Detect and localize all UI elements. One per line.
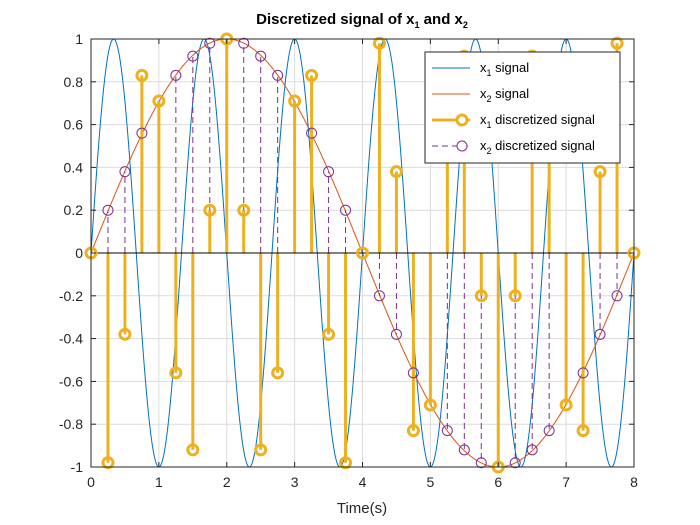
legend-label: x1 signal [480,60,529,78]
y-tick-label: 1 [75,31,83,47]
x2-marker [306,127,318,139]
x1-marker [389,165,403,179]
x2-marker [611,290,623,302]
legend-entry-x1d: x1 discretized signal [432,112,595,130]
x-tick-label: 4 [359,474,367,490]
y-tick-label: 0.4 [64,159,84,175]
x2-marker [526,444,538,456]
x1-marker [186,443,200,457]
x1-marker [271,366,285,380]
x2-marker [170,69,182,81]
y-tick-label: -0.4 [59,331,83,347]
x1-marker [288,94,302,108]
x2-marker [373,290,385,302]
y-tick-label: 0 [75,245,83,261]
x1-marker [508,289,522,303]
x1-marker [372,36,386,50]
x2-marker [272,69,284,81]
x-axis-label: Time(s) [337,500,387,517]
legend-label: x2 discretized signal [480,138,595,156]
x1-marker [322,327,336,341]
x1-marker [593,165,607,179]
legend-entry-x1: x1 signal [432,60,529,78]
y-tick-label: 0.2 [64,202,84,218]
x2-marker [187,50,199,62]
x2-marker [340,204,352,216]
x1-marker [423,398,437,412]
x-tick-label: 6 [494,474,502,490]
x-tick-label: 0 [87,474,95,490]
legend-label: x1 discretized signal [480,112,595,130]
y-tick-label: -0.2 [59,288,83,304]
legend-marker [455,113,469,127]
x2-marker [577,367,589,379]
x2-marker [458,444,470,456]
x-tick-label: 7 [562,474,570,490]
x-tick-label: 8 [630,474,638,490]
x2-marker [102,204,114,216]
x1-marker [169,366,183,380]
y-tick-label: 0.8 [64,74,84,90]
legend-entry-x2: x2 signal [432,86,529,104]
y-tick-label: -1 [71,459,84,475]
x2-marker [255,50,267,62]
x2-marker [119,166,131,178]
legend-label: x2 signal [480,86,529,104]
x1-marker [237,203,251,217]
x2-marker [441,425,453,437]
x-tick-label: 1 [155,474,163,490]
legend-entry-x2d: x2 discretized signal [432,138,595,156]
y-tick-label: -0.8 [59,416,83,432]
x1-marker [135,68,149,82]
x1-marker [406,424,420,438]
ticks: 0 1 2 3 4 5 6 7 8 -1 -0.8 -0.6 -0.4 -0.2 0 0.2 0.4 0.6 0.8… [59,31,638,490]
chart-title: Discretized signal of x1 and x2 [256,11,468,30]
x1-marker [576,424,590,438]
x2-marker [543,425,555,437]
x2-marker [204,37,216,49]
x1-marker [339,456,353,470]
x1-marker [356,246,369,260]
x2-marker [407,367,419,379]
x1-marker [118,327,132,341]
x1-marker [254,443,268,457]
x-tick-label: 5 [426,474,434,490]
x1-marker [559,398,573,412]
x2-marker [594,328,606,340]
x1-marker [152,94,166,108]
x1-marker [203,203,217,217]
x2-marker [509,457,521,469]
x1-marker [474,289,488,303]
legend: x1 signal x2 signal x1 discretized signal x… [424,51,621,164]
x2-marker [136,127,148,139]
x-tick-label: 3 [291,474,299,490]
x-tick-label: 2 [223,474,231,490]
x2-marker [238,37,250,49]
legend-marker [456,140,468,152]
x1-marker [610,36,624,50]
y-tick-label: 0.6 [64,117,84,133]
x2-marker [323,166,335,178]
x2-marker [475,457,487,469]
x1-marker [305,68,319,82]
x1-marker [101,456,115,470]
y-tick-label: -0.6 [59,373,83,389]
x2-marker [390,328,402,340]
